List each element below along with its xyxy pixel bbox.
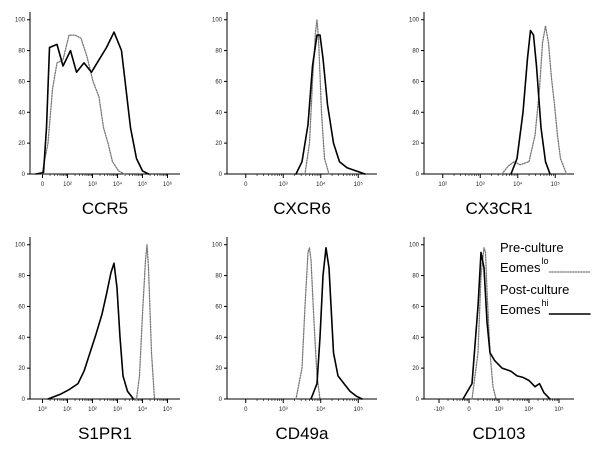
y-tick-label: 40 [215,335,222,341]
y-tick-label: 20 [215,141,222,147]
y-tick-label: 100 [15,18,26,24]
y-tick-label: 20 [412,366,419,372]
y-tick-label: 20 [215,366,222,372]
y-tick-label: 60 [18,304,25,310]
series-solid [510,29,551,175]
x-tick-label: 0 [244,182,248,188]
x-tick-label: 10⁴ [524,406,534,413]
y-tick-label: 60 [215,304,222,310]
series-dotted [295,247,321,400]
y-tick-label: 20 [412,141,419,147]
y-tick-label: 80 [412,49,419,55]
legend-label: Pre-culture [500,240,564,255]
x-tick-label: 10⁴ [513,181,523,188]
y-tick-label: 80 [412,274,419,280]
panel-cd49a: 0 20 40 60 80 100 0 10³ 10⁴ 10⁵ CD49a [212,237,377,443]
panel-title: CX3CR1 [465,199,532,218]
y-tick-label: 80 [215,49,222,55]
x-tick-label: 10⁰ [38,406,48,413]
series-solid [295,34,366,175]
x-tick-label: 10⁵ [354,181,364,188]
panel-title: CD49a [276,424,329,443]
panel-title: CD103 [473,424,526,443]
x-tick-label: 0 [41,182,45,188]
y-tick-label: 40 [412,110,419,116]
panel-title: CXCR6 [273,199,331,218]
y-tick-label: 0 [22,397,26,403]
x-tick-label: 10⁴ [316,406,326,413]
legend-superscript: lo [541,256,548,266]
series-solid [462,251,551,400]
y-tick-label: 100 [15,243,26,249]
x-tick-label: 10³ [279,182,288,188]
x-tick-label: 10³ [113,407,122,413]
series-dotted [135,244,156,400]
x-tick-label: 0 [467,407,471,413]
y-tick-label: 100 [212,243,223,249]
x-tick-label: 10⁵ [554,406,564,413]
x-tick-label: 10⁵ [163,406,173,413]
x-tick-label: 10³ [495,407,504,413]
panel-title: CCR5 [82,199,128,218]
panel-cx3cr1: 0 20 40 60 80 100 10² 10³ 10⁴ 10⁵ CX3CR1 [409,12,574,218]
x-tick-label: 10⁴ [138,406,148,413]
y-tick-label: 100 [212,18,223,24]
y-tick-label: 20 [18,366,25,372]
legend-superscript: hi [541,298,548,308]
x-tick-label: 10⁴ [316,181,326,188]
y-tick-label: 40 [412,335,419,341]
x-tick-label: 10⁵ [551,181,561,188]
y-tick-label: 80 [215,274,222,280]
x-tick-label: 10⁶ [163,181,173,188]
x-tick-label: 10³ [476,182,485,188]
x-tick-label: 10¹ [63,407,72,413]
legend-label: Eomes [500,260,541,275]
x-tick-label: -10³ [434,407,445,413]
y-tick-label: 60 [412,304,419,310]
x-tick-label: 10³ [88,182,97,188]
y-tick-label: 80 [18,274,25,280]
panel-s1pr1: 0 20 40 60 80 100 10⁰ 10¹ 10² 10³ 10⁴ 10⁵ S1PR1 [15,237,180,443]
y-tick-label: 60 [412,79,419,85]
y-tick-label: 100 [409,18,420,24]
legend-label: Eomes [500,302,541,317]
y-tick-label: 80 [18,49,25,55]
y-tick-label: 20 [18,141,25,147]
y-tick-label: 0 [416,172,420,178]
y-tick-label: 0 [219,397,223,403]
y-tick-label: 0 [219,172,223,178]
x-tick-label: 10⁴ [113,181,123,188]
panel-ccr5: 0 20 40 60 80 100 0 10² 10³ 10⁴ 10⁵ 10⁶ CCR5 [15,12,180,218]
series-solid [310,247,363,400]
y-tick-label: 40 [18,335,25,341]
x-tick-label: 0 [244,407,248,413]
x-tick-label: 10² [63,182,72,188]
series-solid [47,262,135,400]
x-tick-label: 10⁵ [138,181,148,188]
series-solid [35,31,150,175]
y-tick-label: 0 [416,397,420,403]
y-tick-label: 40 [215,110,222,116]
y-tick-label: 0 [22,172,26,178]
y-tick-label: 40 [18,110,25,116]
x-tick-label: 10² [88,407,97,413]
x-tick-label: 10² [438,182,447,188]
panel-cxcr6: 0 20 40 60 80 100 0 10³ 10⁴ 10⁵ CXCR6 [212,12,377,218]
legend-label: Post-culture [500,282,569,297]
x-tick-label: 10⁵ [354,406,364,413]
y-tick-label: 60 [18,79,25,85]
series-dotted [304,19,330,175]
y-tick-label: 100 [409,243,420,249]
y-tick-label: 60 [215,79,222,85]
series-dotted [471,247,497,400]
panel-title: S1PR1 [78,424,132,443]
panel-cd103: 0 20 40 60 80 100 -10³ 0 10³ 10⁴ 10⁵ CD103 [409,237,574,443]
x-tick-label: 10³ [279,407,288,413]
series-dotted [41,34,126,175]
